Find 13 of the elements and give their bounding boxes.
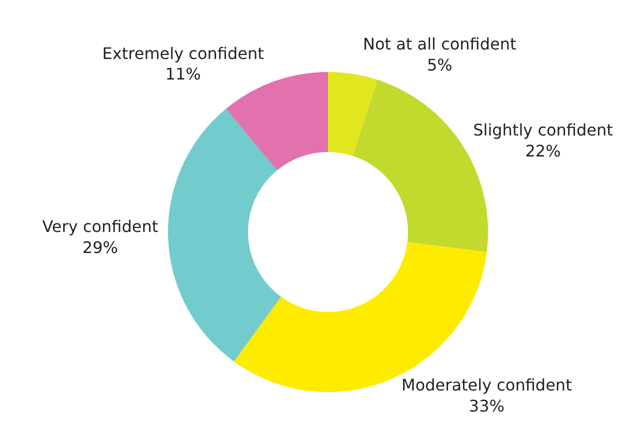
slice-label: Very confident [42, 217, 158, 236]
donut-slice [168, 108, 281, 362]
slice-label: Moderately confident [402, 376, 572, 395]
data-label: 33% [468, 396, 504, 416]
data-label: 11% [165, 64, 201, 84]
data-label: 29% [82, 238, 118, 257]
donut-slice [226, 72, 328, 170]
donut-slice [328, 72, 378, 156]
data-label: 22% [525, 141, 561, 160]
slice-label: Not at all confident [363, 34, 516, 54]
slice-label: Slightly confident [473, 120, 613, 140]
slice-label: Extremely confident [102, 44, 264, 63]
data-label: 5% [426, 55, 452, 74]
